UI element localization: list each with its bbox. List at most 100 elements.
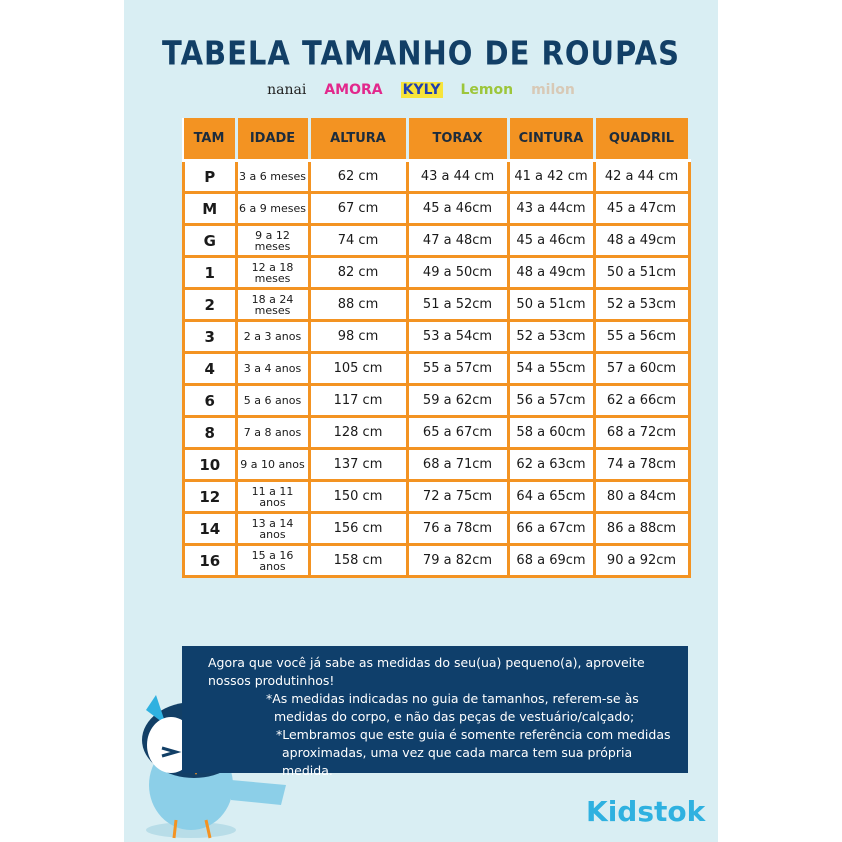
cell-altura: 98 cm xyxy=(307,319,409,354)
cell-quadril: 68 a 72cm xyxy=(592,415,691,450)
cell-altura: 158 cm xyxy=(307,543,409,578)
header-idade: IDADE xyxy=(236,118,311,162)
cell-quadril: 74 a 78cm xyxy=(592,447,691,482)
header-tam: TAM xyxy=(183,118,238,162)
header-altura: ALTURA xyxy=(309,118,409,162)
cell-idade: 7 a 8 anos xyxy=(234,415,311,450)
brand-nanai-logo: nanai xyxy=(267,82,307,98)
cell-cintura: 58 a 60cm xyxy=(506,415,596,450)
table-row: 10 9 a 10 anos 137 cm 68 a 71cm 62 a 63cm 74 … xyxy=(182,447,691,482)
cell-altura: 88 cm xyxy=(307,287,409,322)
cell-tam: 2 xyxy=(182,287,238,322)
brand-milon-logo: milon xyxy=(531,82,575,98)
table-row: 16 15 a 16 anos 158 cm 79 a 82cm 68 a 69cm 90… xyxy=(182,543,691,578)
cell-torax: 68 a 71cm xyxy=(405,447,510,482)
cell-torax: 76 a 78cm xyxy=(405,511,510,546)
brand-lemon-logo: Lemon xyxy=(460,82,514,98)
page-title: TABELA TAMANHO DE ROUPAS xyxy=(162,33,680,73)
cell-cintura: 45 a 46cm xyxy=(506,223,596,258)
cell-idade: 13 a 14 anos xyxy=(234,511,311,546)
cell-altura: 117 cm xyxy=(307,383,409,418)
cell-quadril: 62 a 66cm xyxy=(592,383,691,418)
cell-cintura: 62 a 63cm xyxy=(506,447,596,482)
cell-tam: 1 xyxy=(182,255,238,290)
cell-idade: 12 a 18 meses xyxy=(234,255,311,290)
kidstok-logo: Kidstok xyxy=(586,795,706,828)
cell-torax: 65 a 67cm xyxy=(405,415,510,450)
brand-logos: nanai AMORA KYLY Lemon milon xyxy=(124,82,718,98)
cell-tam: 4 xyxy=(182,351,238,386)
note-line: aproximadas, uma vez que cada marca tem … xyxy=(282,745,633,778)
cell-cintura: 66 a 67cm xyxy=(506,511,596,546)
cell-cintura: 43 a 44cm xyxy=(506,191,596,226)
cell-cintura: 68 a 69cm xyxy=(506,543,596,578)
table-row: 14 13 a 14 anos 156 cm 76 a 78cm 66 a 67cm 86… xyxy=(182,511,691,546)
cell-altura: 137 cm xyxy=(307,447,409,482)
header-cintura: CINTURA xyxy=(508,118,596,162)
size-table: TAM IDADE ALTURA TORAX CINTURA QUADRIL P… xyxy=(182,118,691,578)
cell-tam: 16 xyxy=(182,543,238,578)
cell-quadril: 48 a 49cm xyxy=(592,223,691,258)
header-quadril: QUADRIL xyxy=(594,118,691,162)
cell-idade: 18 a 24 meses xyxy=(234,287,311,322)
cell-quadril: 57 a 60cm xyxy=(592,351,691,386)
cell-cintura: 41 a 42 cm xyxy=(506,159,596,194)
cell-cintura: 52 a 53cm xyxy=(506,319,596,354)
cell-torax: 59 a 62cm xyxy=(405,383,510,418)
cell-tam: G xyxy=(182,223,238,258)
cell-torax: 55 a 57cm xyxy=(405,351,510,386)
cell-torax: 72 a 75cm xyxy=(405,479,510,514)
cell-cintura: 56 a 57cm xyxy=(506,383,596,418)
table-row: 12 11 a 11 anos 150 cm 72 a 75cm 64 a 65cm 80… xyxy=(182,479,691,514)
cell-altura: 82 cm xyxy=(307,255,409,290)
cell-quadril: 52 a 53cm xyxy=(592,287,691,322)
cell-tam: 10 xyxy=(182,447,238,482)
cell-altura: 156 cm xyxy=(307,511,409,546)
brand-amora-logo: AMORA xyxy=(324,82,383,98)
header-torax: TORAX xyxy=(407,118,510,162)
info-line: Agora que você já sabe as medidas do seu… xyxy=(208,655,645,670)
cell-torax: 47 a 48cm xyxy=(405,223,510,258)
cell-tam: 14 xyxy=(182,511,238,546)
brand-kyly-logo: KYLY xyxy=(400,82,443,98)
cell-quadril: 45 a 47cm xyxy=(592,191,691,226)
cell-idade: 9 a 12 meses xyxy=(234,223,311,258)
cell-cintura: 64 a 65cm xyxy=(506,479,596,514)
cell-quadril: 55 a 56cm xyxy=(592,319,691,354)
cell-tam: 8 xyxy=(182,415,238,450)
cell-altura: 62 cm xyxy=(307,159,409,194)
cell-cintura: 48 a 49cm xyxy=(506,255,596,290)
cell-quadril: 86 a 88cm xyxy=(592,511,691,546)
cell-cintura: 50 a 51cm xyxy=(506,287,596,322)
cell-tam: 12 xyxy=(182,479,238,514)
cell-tam: P xyxy=(182,159,238,194)
cell-torax: 53 a 54cm xyxy=(405,319,510,354)
cell-idade: 9 a 10 anos xyxy=(234,447,311,482)
info-box: Agora que você já sabe as medidas do seu… xyxy=(182,646,688,778)
cell-idade: 3 a 4 anos xyxy=(234,351,311,386)
table-row: 2 18 a 24 meses 88 cm 51 a 52cm 50 a 51cm 52 … xyxy=(182,287,691,322)
cell-altura: 74 cm xyxy=(307,223,409,258)
cell-quadril: 90 a 92cm xyxy=(592,543,691,578)
cell-tam: 3 xyxy=(182,319,238,354)
cell-torax: 49 a 50cm xyxy=(405,255,510,290)
note-line: medidas do corpo, e não das peças de ves… xyxy=(274,709,635,724)
cell-idade: 5 a 6 anos xyxy=(234,383,311,418)
note-line: *Lembramos que este guia é somente refer… xyxy=(276,727,671,742)
table-header-row: TAM IDADE ALTURA TORAX CINTURA QUADRIL xyxy=(183,118,691,162)
cell-idade: 3 a 6 meses xyxy=(234,159,311,194)
table-row: 1 12 a 18 meses 82 cm 49 a 50cm 48 a 49cm 50 … xyxy=(182,255,691,290)
cell-idade: 15 a 16 anos xyxy=(234,543,311,578)
cell-quadril: 50 a 51cm xyxy=(592,255,691,290)
cell-idade: 11 a 11 anos xyxy=(234,479,311,514)
info-line: nossos produtinhos! xyxy=(208,673,335,688)
cell-torax: 51 a 52cm xyxy=(405,287,510,322)
note-line: *As medidas indicadas no guia de tamanho… xyxy=(266,691,639,706)
cell-altura: 128 cm xyxy=(307,415,409,450)
